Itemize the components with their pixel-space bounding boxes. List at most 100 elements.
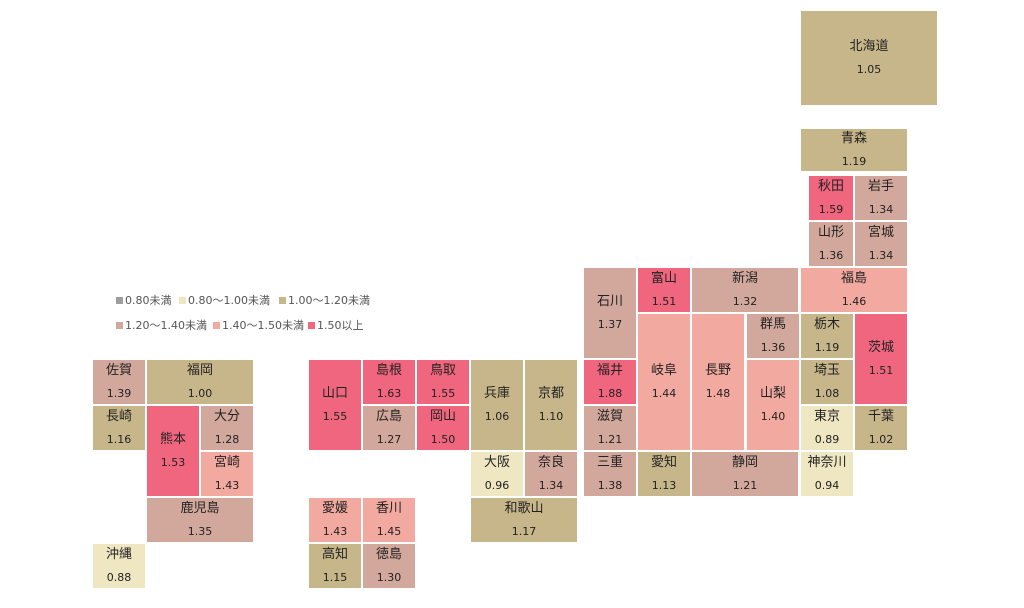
prefecture-name: 三重 [596, 455, 623, 470]
prefecture-miyazaki: 宮崎 1.43 [200, 451, 254, 497]
prefecture-value: 1.19 [841, 155, 867, 168]
prefecture-value: 1.38 [597, 479, 623, 492]
prefecture-value: 1.59 [818, 203, 844, 216]
prefecture-shimane: 島根 1.63 [362, 359, 416, 405]
prefecture-value: 1.55 [322, 410, 348, 423]
legend-item: 1.20～1.40未満 [116, 317, 207, 333]
legend-label: 0.80～1.00未満 [188, 294, 270, 307]
prefecture-value: 1.50 [430, 433, 456, 446]
prefecture-osaka: 大阪 0.96 [470, 451, 524, 497]
legend-item: 1.00～1.20未満 [279, 292, 370, 308]
prefecture-name: 福岡 [186, 363, 213, 378]
prefecture-name: 香川 [375, 501, 402, 516]
prefecture-name: 鳥取 [429, 363, 456, 378]
prefecture-value: 1.34 [538, 479, 564, 492]
legend-swatch [213, 321, 220, 329]
prefecture-saga: 佐賀 1.39 [92, 359, 146, 405]
prefecture-name: 静岡 [731, 455, 758, 470]
prefecture-aomori: 青森 1.19 [800, 128, 908, 172]
prefecture-miyagi: 宮城 1.34 [854, 221, 908, 267]
prefecture-name: 北海道 [849, 39, 889, 54]
prefecture-saitama: 埼玉 1.08 [800, 359, 854, 405]
prefecture-hyogo: 兵庫 1.06 [470, 359, 524, 451]
prefecture-name: 宮崎 [213, 455, 240, 470]
prefecture-value: 0.89 [814, 433, 840, 446]
legend-label: 0.80未満 [125, 294, 172, 307]
prefecture-value: 1.51 [651, 295, 677, 308]
prefecture-name: 高知 [321, 547, 348, 562]
prefecture-name: 宮城 [867, 225, 894, 240]
prefecture-value: 1.30 [376, 571, 402, 584]
prefecture-value: 1.43 [214, 479, 240, 492]
legend-label: 1.20～1.40未満 [125, 319, 207, 332]
prefecture-value: 1.37 [597, 318, 623, 331]
prefecture-value: 1.02 [868, 433, 894, 446]
prefecture-kochi: 高知 1.15 [308, 543, 362, 589]
prefecture-name: 広島 [375, 409, 402, 424]
legend-label: 1.40～1.50未満 [222, 319, 304, 332]
prefecture-name: 山形 [817, 225, 844, 240]
prefecture-value: 1.51 [868, 364, 894, 377]
prefecture-oita: 大分 1.28 [200, 405, 254, 451]
prefecture-value: 1.88 [597, 387, 623, 400]
prefecture-ibaraki: 茨城 1.51 [854, 313, 908, 405]
prefecture-value: 1.15 [322, 571, 348, 584]
prefecture-name: 愛媛 [321, 501, 348, 516]
prefecture-name: 熊本 [159, 432, 186, 447]
prefecture-name: 栃木 [813, 317, 840, 332]
prefecture-name: 鹿児島 [180, 501, 220, 516]
legend-swatch [308, 321, 315, 329]
prefecture-mie: 三重 1.38 [583, 451, 637, 497]
prefecture-value: 1.39 [106, 387, 132, 400]
prefecture-tottori: 鳥取 1.55 [416, 359, 470, 405]
prefecture-hiroshima: 広島 1.27 [362, 405, 416, 451]
legend-item: 1.50以上 [308, 317, 364, 333]
prefecture-value: 1.36 [818, 249, 844, 262]
prefecture-name: 青森 [840, 131, 867, 146]
prefecture-value: 1.53 [160, 456, 186, 469]
prefecture-iwate: 岩手 1.34 [854, 175, 908, 221]
prefecture-yamaguchi: 山口 1.55 [308, 359, 362, 451]
prefecture-value: 1.17 [511, 525, 537, 538]
prefecture-name: 兵庫 [483, 386, 510, 401]
prefecture-hokkaido: 北海道 1.05 [800, 10, 938, 106]
prefecture-name: 神奈川 [807, 455, 847, 470]
prefecture-name: 東京 [813, 409, 840, 424]
legend-item: 0.80～1.00未満 [179, 292, 270, 308]
prefecture-name: 岐阜 [650, 363, 677, 378]
prefecture-value: 1.32 [732, 295, 758, 308]
prefecture-value: 1.63 [376, 387, 402, 400]
prefecture-wakayama: 和歌山 1.17 [470, 497, 578, 543]
prefecture-fukui: 福井 1.88 [583, 359, 637, 405]
prefecture-value: 1.45 [376, 525, 402, 538]
prefecture-value: 0.96 [484, 479, 510, 492]
prefecture-name: 長崎 [105, 409, 132, 424]
prefecture-name: 岩手 [867, 179, 894, 194]
prefecture-yamanashi: 山梨 1.40 [746, 359, 800, 451]
prefecture-value: 1.10 [538, 410, 564, 423]
prefecture-value: 1.19 [814, 341, 840, 354]
legend: 0.80未満 0.80～1.00未満 1.00～1.20未満 1.20～1.40未満 1… [116, 292, 376, 336]
legend-label: 1.00～1.20未満 [288, 294, 370, 307]
prefecture-value: 1.34 [868, 249, 894, 262]
prefecture-kagoshima: 鹿児島 1.35 [146, 497, 254, 543]
legend-swatch [116, 296, 123, 304]
prefecture-name: 秋田 [817, 179, 844, 194]
prefecture-name: 群馬 [759, 317, 786, 332]
prefecture-kumamoto: 熊本 1.53 [146, 405, 200, 497]
prefecture-value: 0.94 [814, 479, 840, 492]
prefecture-okinawa: 沖縄 0.88 [92, 543, 146, 589]
prefecture-value: 1.34 [868, 203, 894, 216]
prefecture-akita: 秋田 1.59 [808, 175, 854, 221]
legend-swatch [179, 296, 186, 304]
prefecture-name: 大分 [213, 409, 240, 424]
prefecture-name: 福島 [840, 271, 867, 286]
prefecture-name: 茨城 [867, 340, 894, 355]
prefecture-gunma: 群馬 1.36 [746, 313, 800, 359]
prefecture-value: 1.55 [430, 387, 456, 400]
prefecture-value: 1.28 [214, 433, 240, 446]
prefecture-aichi: 愛知 1.13 [637, 451, 691, 497]
prefecture-name: 奈良 [537, 455, 564, 470]
prefecture-name: 千葉 [867, 409, 894, 424]
prefecture-name: 埼玉 [813, 363, 840, 378]
